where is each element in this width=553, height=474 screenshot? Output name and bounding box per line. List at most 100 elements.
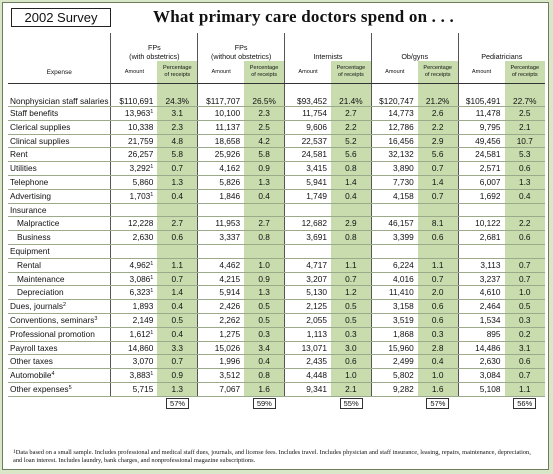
percentage-cell: 1.0 [244, 258, 285, 273]
row-label-text: Payroll taxes [10, 342, 58, 353]
cell-value: 0.3 [518, 314, 531, 325]
cell-value: 2.2 [518, 218, 531, 229]
expense-header-spacer [8, 33, 111, 61]
amount-cell: 3,890 [370, 161, 418, 176]
cell-value: 2.6 [431, 108, 444, 118]
cell-value: 1,893 [132, 301, 154, 312]
row-label-text: Maintenance [17, 273, 65, 284]
amount-cell [197, 203, 245, 218]
cell-value: 0.8 [258, 370, 270, 381]
cell-value: 4,215 [219, 273, 241, 284]
percentage-cell [417, 203, 459, 218]
percentage-cell: 0.5 [504, 299, 545, 314]
amount-cell: 2,630 [457, 354, 505, 370]
cell-value: 3.4 [258, 342, 270, 353]
cell-value: 12,786 [388, 121, 414, 132]
percentage-cell: 26.5% [244, 83, 285, 107]
amount-cell: 12,786 [370, 120, 418, 135]
row-label: Rent [8, 147, 111, 163]
cell-value: 12,228 [127, 218, 154, 229]
amount-cell: 2,630 [110, 230, 158, 245]
percentage-cell: 1.1 [330, 258, 372, 273]
amount-cell: 21,759 [110, 134, 158, 149]
row-label: Malpractice [8, 216, 111, 232]
cell-value: 2,149 [132, 314, 154, 325]
footnote-text: Data based on a small sample. Includes p… [13, 449, 531, 465]
percentage-cell: 0.7 [157, 161, 198, 176]
cell-value: 6,224 [392, 259, 414, 270]
percentage-cell: 5.2 [330, 134, 372, 149]
group-header: Ob/gyns [370, 33, 459, 61]
cell-value: 7,730 [392, 176, 414, 187]
amount-cell: 12,682 [284, 216, 331, 232]
amount-cell: 1,692 [457, 189, 505, 204]
cell-value: $105,491 [465, 96, 501, 106]
cell-value: $120,747 [379, 96, 414, 106]
row-label: Utilities [8, 161, 111, 176]
amount-cell: 11,953 [197, 216, 245, 232]
cell-value: 1.6 [431, 383, 444, 394]
cell-value: 3,399 [392, 232, 414, 243]
percentage-cell: 2.3 [157, 120, 198, 135]
table-row: Clinical supplies 21,759 4.8 18,658 4.2 22,53… [8, 134, 545, 149]
amount-cell: $120,747 [370, 83, 418, 107]
table-row: Depreciation 6,3231 1.4 5,914 1.3 5,130 1.2 11,… [8, 285, 545, 301]
cell-value: 3,086 [129, 273, 151, 284]
cell-value: 1,612 [129, 328, 151, 339]
amount-cell: 49,456 [457, 134, 505, 149]
amount-cell: 4,462 [197, 258, 245, 273]
row-label: Staff benefits [8, 106, 111, 121]
percentage-header-line2: of receipts [511, 72, 538, 78]
cell-value: 13,071 [301, 342, 327, 353]
percentage-cell: 3.4 [244, 341, 285, 356]
percentage-cell [330, 203, 372, 218]
row-label-text: Depreciation [17, 287, 64, 298]
cell-value: 4,158 [392, 190, 414, 201]
cell-value: 0.2 [518, 328, 531, 339]
cell-value: 0.5 [258, 301, 270, 312]
amount-cell: 3,8831 [110, 368, 158, 383]
cell-value: 3,237 [479, 273, 501, 284]
cell-value: 16,456 [388, 135, 414, 146]
percentage-cell: 0.6 [504, 161, 545, 176]
percentage-cell: 0.6 [417, 299, 459, 314]
percentage-cell: 1.4 [417, 175, 459, 190]
cell-value: 3.1 [171, 108, 184, 118]
amount-cell: 3,2921 [110, 161, 158, 176]
amount-cell: 15,960 [370, 341, 418, 356]
row-label-text: Conventions, seminars [10, 314, 95, 325]
cell-value: 2.8 [431, 342, 444, 353]
percentage-cell: 0.4 [244, 189, 285, 204]
cell-value: 21.4% [339, 96, 363, 106]
total-percentage-box: 59% [252, 397, 276, 409]
cell-value: 0.5 [258, 314, 270, 325]
cell-value: 1.6 [258, 383, 270, 394]
amount-cell: 3,337 [197, 230, 245, 245]
amount-cell: 3,519 [370, 313, 418, 328]
table-header: FPs (with obstetrics) FPs (without obstetri… [8, 33, 545, 84]
cell-value: 2,499 [392, 356, 414, 367]
cell-value: 10.7 [516, 135, 533, 146]
cell-value: 21,759 [127, 135, 154, 146]
percentage-header-line2: of receipts [164, 72, 191, 78]
cell-value: 4.8 [171, 135, 184, 146]
amount-cell: $110,691 [110, 83, 158, 107]
amount-cell: 1,6121 [110, 327, 158, 342]
amount-cell: 2,681 [457, 230, 505, 245]
cell-value: 5,941 [306, 176, 327, 187]
amount-cell: 46,157 [370, 216, 418, 232]
amount-cell: 1,996 [197, 354, 245, 370]
row-label-text: Dues, journals [10, 301, 64, 312]
amount-cell: 3,207 [284, 272, 331, 287]
cell-value: 1.1 [431, 259, 444, 270]
totals-spacer [111, 396, 157, 410]
percentage-cell: 10.7 [504, 134, 545, 149]
percentage-cell: 2.9 [417, 134, 459, 149]
group-header: FPs (without obstetrics) [197, 33, 285, 61]
row-label-text: Professional promotion [10, 328, 95, 339]
cell-footnote: 1 [150, 191, 154, 198]
cell-value: 5,715 [132, 383, 154, 394]
cell-value: 21.2% [425, 96, 450, 106]
amount-cell: 24,581 [284, 147, 331, 163]
amount-cell: 1,893 [110, 299, 158, 314]
